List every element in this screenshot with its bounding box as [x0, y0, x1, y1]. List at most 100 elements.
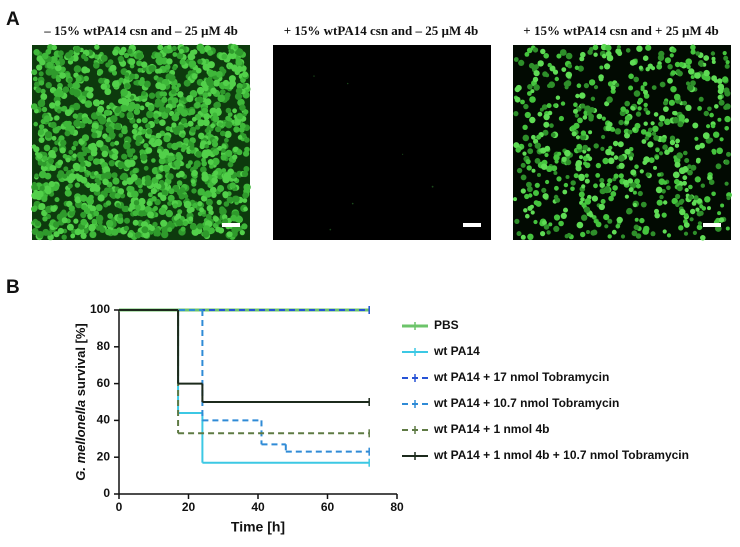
cell [91, 132, 98, 139]
cell [534, 158, 541, 164]
cell [558, 115, 565, 122]
cell [688, 184, 693, 190]
cell [31, 184, 39, 192]
cell [33, 146, 40, 153]
cell [585, 198, 591, 204]
cell [703, 69, 710, 77]
cell [532, 76, 539, 83]
cell [688, 68, 695, 75]
cell [717, 83, 725, 91]
cell [711, 60, 716, 64]
cell [637, 106, 642, 111]
cell [141, 117, 148, 124]
cell [78, 156, 85, 163]
cell [158, 105, 166, 113]
cell [212, 148, 220, 156]
cell [595, 162, 602, 169]
cell [581, 184, 586, 189]
cell [530, 89, 535, 94]
cell [634, 122, 641, 129]
cell [242, 192, 249, 199]
cell [643, 156, 650, 163]
cell [187, 120, 194, 127]
cell [722, 76, 729, 83]
cell [695, 207, 700, 212]
cell [531, 168, 536, 173]
cell [183, 194, 189, 199]
cell [154, 118, 160, 124]
cell [236, 149, 243, 156]
cell [100, 54, 108, 62]
cell [653, 135, 659, 141]
cell [553, 171, 558, 175]
cell [714, 104, 719, 109]
cell [703, 55, 710, 61]
cell [137, 68, 143, 73]
cell [94, 54, 99, 59]
cell [159, 119, 166, 126]
cell [171, 45, 177, 52]
cell [612, 140, 619, 147]
cell [164, 64, 171, 70]
cell [669, 135, 676, 141]
cell [159, 91, 165, 97]
cell [564, 80, 572, 87]
cell [699, 62, 704, 67]
cell [682, 100, 688, 106]
cell [45, 68, 53, 76]
cell [147, 211, 154, 219]
cell [710, 123, 716, 129]
cell [669, 53, 674, 58]
cell [85, 68, 91, 73]
x-tick-label: 80 [390, 500, 404, 514]
cell [718, 217, 725, 223]
cell [227, 161, 234, 168]
cell [533, 84, 540, 91]
cell [638, 65, 644, 70]
cell [685, 81, 691, 86]
cell [148, 92, 156, 99]
cell [226, 196, 234, 204]
cell [716, 78, 723, 84]
cell [136, 118, 142, 124]
cell [580, 51, 586, 58]
cell [192, 202, 198, 209]
cell [96, 140, 104, 148]
cell [513, 197, 517, 202]
cell [231, 230, 238, 238]
cell [616, 216, 623, 224]
cell [699, 142, 705, 149]
cell [162, 114, 167, 119]
cell [118, 213, 123, 219]
cell [88, 143, 95, 150]
cell [561, 67, 567, 72]
cell [112, 49, 119, 56]
cell [726, 195, 731, 201]
cell [35, 87, 42, 94]
cell [86, 171, 91, 176]
cell [577, 117, 583, 124]
cell [34, 173, 39, 178]
y-label-text: survival [%] [73, 323, 88, 396]
cell [207, 140, 212, 145]
cell [667, 77, 673, 84]
cell [651, 131, 657, 136]
cell [628, 73, 634, 80]
cell [210, 192, 217, 199]
image-caption: – 15% wtPA14 csn and – 25 µM 4b [43, 23, 238, 38]
cell [98, 117, 107, 125]
cell [577, 65, 584, 72]
cell [555, 95, 561, 100]
cell [168, 74, 176, 82]
cell [685, 104, 692, 112]
cell [600, 146, 605, 151]
cell [675, 138, 680, 144]
cell [31, 103, 38, 110]
cell [590, 96, 596, 102]
cell [694, 136, 699, 141]
cell [209, 164, 214, 169]
cell [180, 117, 188, 125]
cell [212, 138, 218, 145]
cell [662, 229, 667, 234]
cell [717, 94, 723, 100]
